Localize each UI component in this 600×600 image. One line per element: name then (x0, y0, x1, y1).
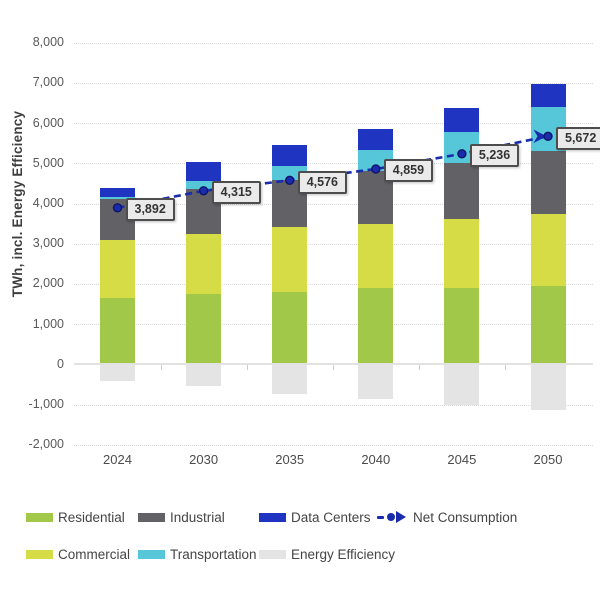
bar-segment-energy-efficiency-2045 (444, 364, 480, 405)
x-axis-tick (246, 365, 248, 371)
y-tick-label: -2,000 (28, 437, 64, 452)
bar-segment-residential-2035 (272, 291, 308, 365)
y-tick-label: 0 (57, 356, 64, 371)
x-axis-label-2024: 2024 (103, 452, 132, 467)
legend-label-residential: Residential (58, 509, 125, 525)
gridline-5,000 (74, 163, 593, 165)
net-consumption-dot (112, 203, 123, 213)
legend-item-data-centers: Data Centers (259, 509, 371, 525)
bar-segment-industrial-2050 (530, 151, 566, 215)
net-consumption-line-icon (377, 510, 408, 524)
legend-item-net-consumption: Net Consumption (377, 509, 517, 525)
y-tick-label: 5,000 (32, 155, 64, 170)
y-tick-label: -1,000 (28, 397, 64, 411)
legend-label-data-centers: Data Centers (291, 509, 371, 525)
net-consumption-dot (198, 186, 209, 196)
gridline--2,000 (74, 444, 593, 446)
bar-segment-energy-efficiency-2024 (100, 364, 135, 382)
bar-segment-residential-2040 (358, 287, 394, 365)
legend-item-industrial: Industrial (138, 509, 225, 525)
x-axis-tick (160, 365, 162, 371)
x-axis-tick (332, 365, 334, 371)
y-tick-label: 8,000 (32, 35, 64, 50)
bar-segment-commercial-2035 (272, 226, 308, 292)
net-consumption-value-2050: 5,672 (556, 126, 600, 150)
net-consumption-dot (371, 164, 381, 174)
legend-swatch-commercial (26, 550, 53, 559)
bar-segment-commercial-2030 (186, 233, 222, 294)
bar-segment-commercial-2040 (358, 223, 394, 288)
x-axis-tick (418, 365, 420, 371)
bar-segment-residential-2024 (100, 297, 135, 365)
bar-segment-commercial-2024 (100, 239, 135, 298)
legend-item-transportation: Transportation (138, 547, 257, 563)
gridline-3,000 (74, 243, 593, 245)
net-consumption-dot (543, 131, 553, 141)
gridline-4,000 (74, 203, 593, 205)
y-tick-label: 6,000 (32, 115, 64, 130)
gridline-8,000 (74, 42, 593, 44)
legend-label-energy-efficiency: Energy Efficiency (291, 547, 396, 562)
x-axis-label-2045: 2045 (447, 452, 477, 467)
bar-segment-data-centers-2035 (272, 145, 308, 167)
net-consumption-dot (285, 175, 295, 186)
bar-segment-industrial-2045 (444, 163, 480, 219)
gridline--1,000 (74, 404, 593, 406)
bar-segment-transportation-2030 (186, 181, 222, 190)
net-consumption-dot (457, 149, 467, 159)
bar-segment-residential-2030 (186, 293, 222, 365)
legend-item-commercial: Commercial (26, 547, 130, 563)
x-axis-label-2035: 2035 (275, 452, 305, 467)
legend-swatch-data-centers (259, 512, 286, 522)
bar-segment-commercial-2050 (530, 214, 566, 286)
x-axis-label-2030: 2030 (189, 452, 219, 467)
y-tick-label: 1,000 (32, 316, 64, 331)
net-consumption-value-2024: 3,892 (125, 198, 175, 222)
net-consumption-value-2045: 5,236 (469, 144, 520, 168)
legend-swatch-transportation (138, 550, 165, 559)
x-axis-label-2040: 2040 (361, 452, 391, 467)
x-axis-label-2050: 2050 (533, 452, 563, 467)
bar-segment-data-centers-2050 (530, 83, 566, 108)
y-tick-label: 2,000 (32, 276, 64, 291)
legend-label-industrial: Industrial (170, 509, 225, 525)
line-arrowhead (533, 129, 547, 144)
legend-label-net-consumption: Net Consumption (413, 509, 518, 525)
x-axis-zero-line (74, 363, 593, 366)
gridline-6,000 (74, 123, 593, 125)
legend-item-residential: Residential (26, 509, 125, 525)
bar-segment-commercial-2045 (444, 218, 480, 288)
bar-segment-energy-efficiency-2035 (272, 364, 308, 395)
bar-segment-data-centers-2024 (100, 188, 135, 198)
bar-segment-data-centers-2040 (358, 128, 394, 151)
y-tick-label: 7,000 (32, 75, 64, 90)
gridline-1,000 (74, 324, 593, 326)
bar-segment-energy-efficiency-2030 (186, 364, 222, 387)
bar-segment-data-centers-2030 (186, 162, 222, 182)
legend-label-commercial: Commercial (58, 547, 131, 562)
legend-swatch-industrial (138, 512, 165, 522)
bar-segment-energy-efficiency-2040 (358, 364, 394, 399)
y-tick-label: 4,000 (32, 196, 64, 210)
gridline-2,000 (74, 283, 593, 285)
bar-segment-data-centers-2045 (444, 107, 480, 133)
legend-label-transportation: Transportation (170, 547, 257, 562)
legend-item-energy-efficiency: Energy Efficiency (259, 547, 395, 563)
bar-segment-transportation-2024 (100, 197, 135, 200)
bar-segment-energy-efficiency-2050 (530, 364, 566, 411)
net-consumption-value-2035: 4,576 (297, 170, 347, 194)
y-tick-label: 3,000 (32, 236, 64, 251)
bar-segment-residential-2045 (444, 287, 480, 365)
legend-swatch-residential (26, 512, 53, 522)
bar-segment-residential-2050 (530, 285, 566, 365)
gridline-7,000 (74, 82, 593, 84)
net-consumption-value-2040: 4,859 (383, 159, 434, 183)
net-consumption-value-2030: 4,315 (211, 181, 261, 205)
x-axis-tick (504, 365, 506, 371)
legend-swatch-energy-efficiency (259, 550, 286, 559)
